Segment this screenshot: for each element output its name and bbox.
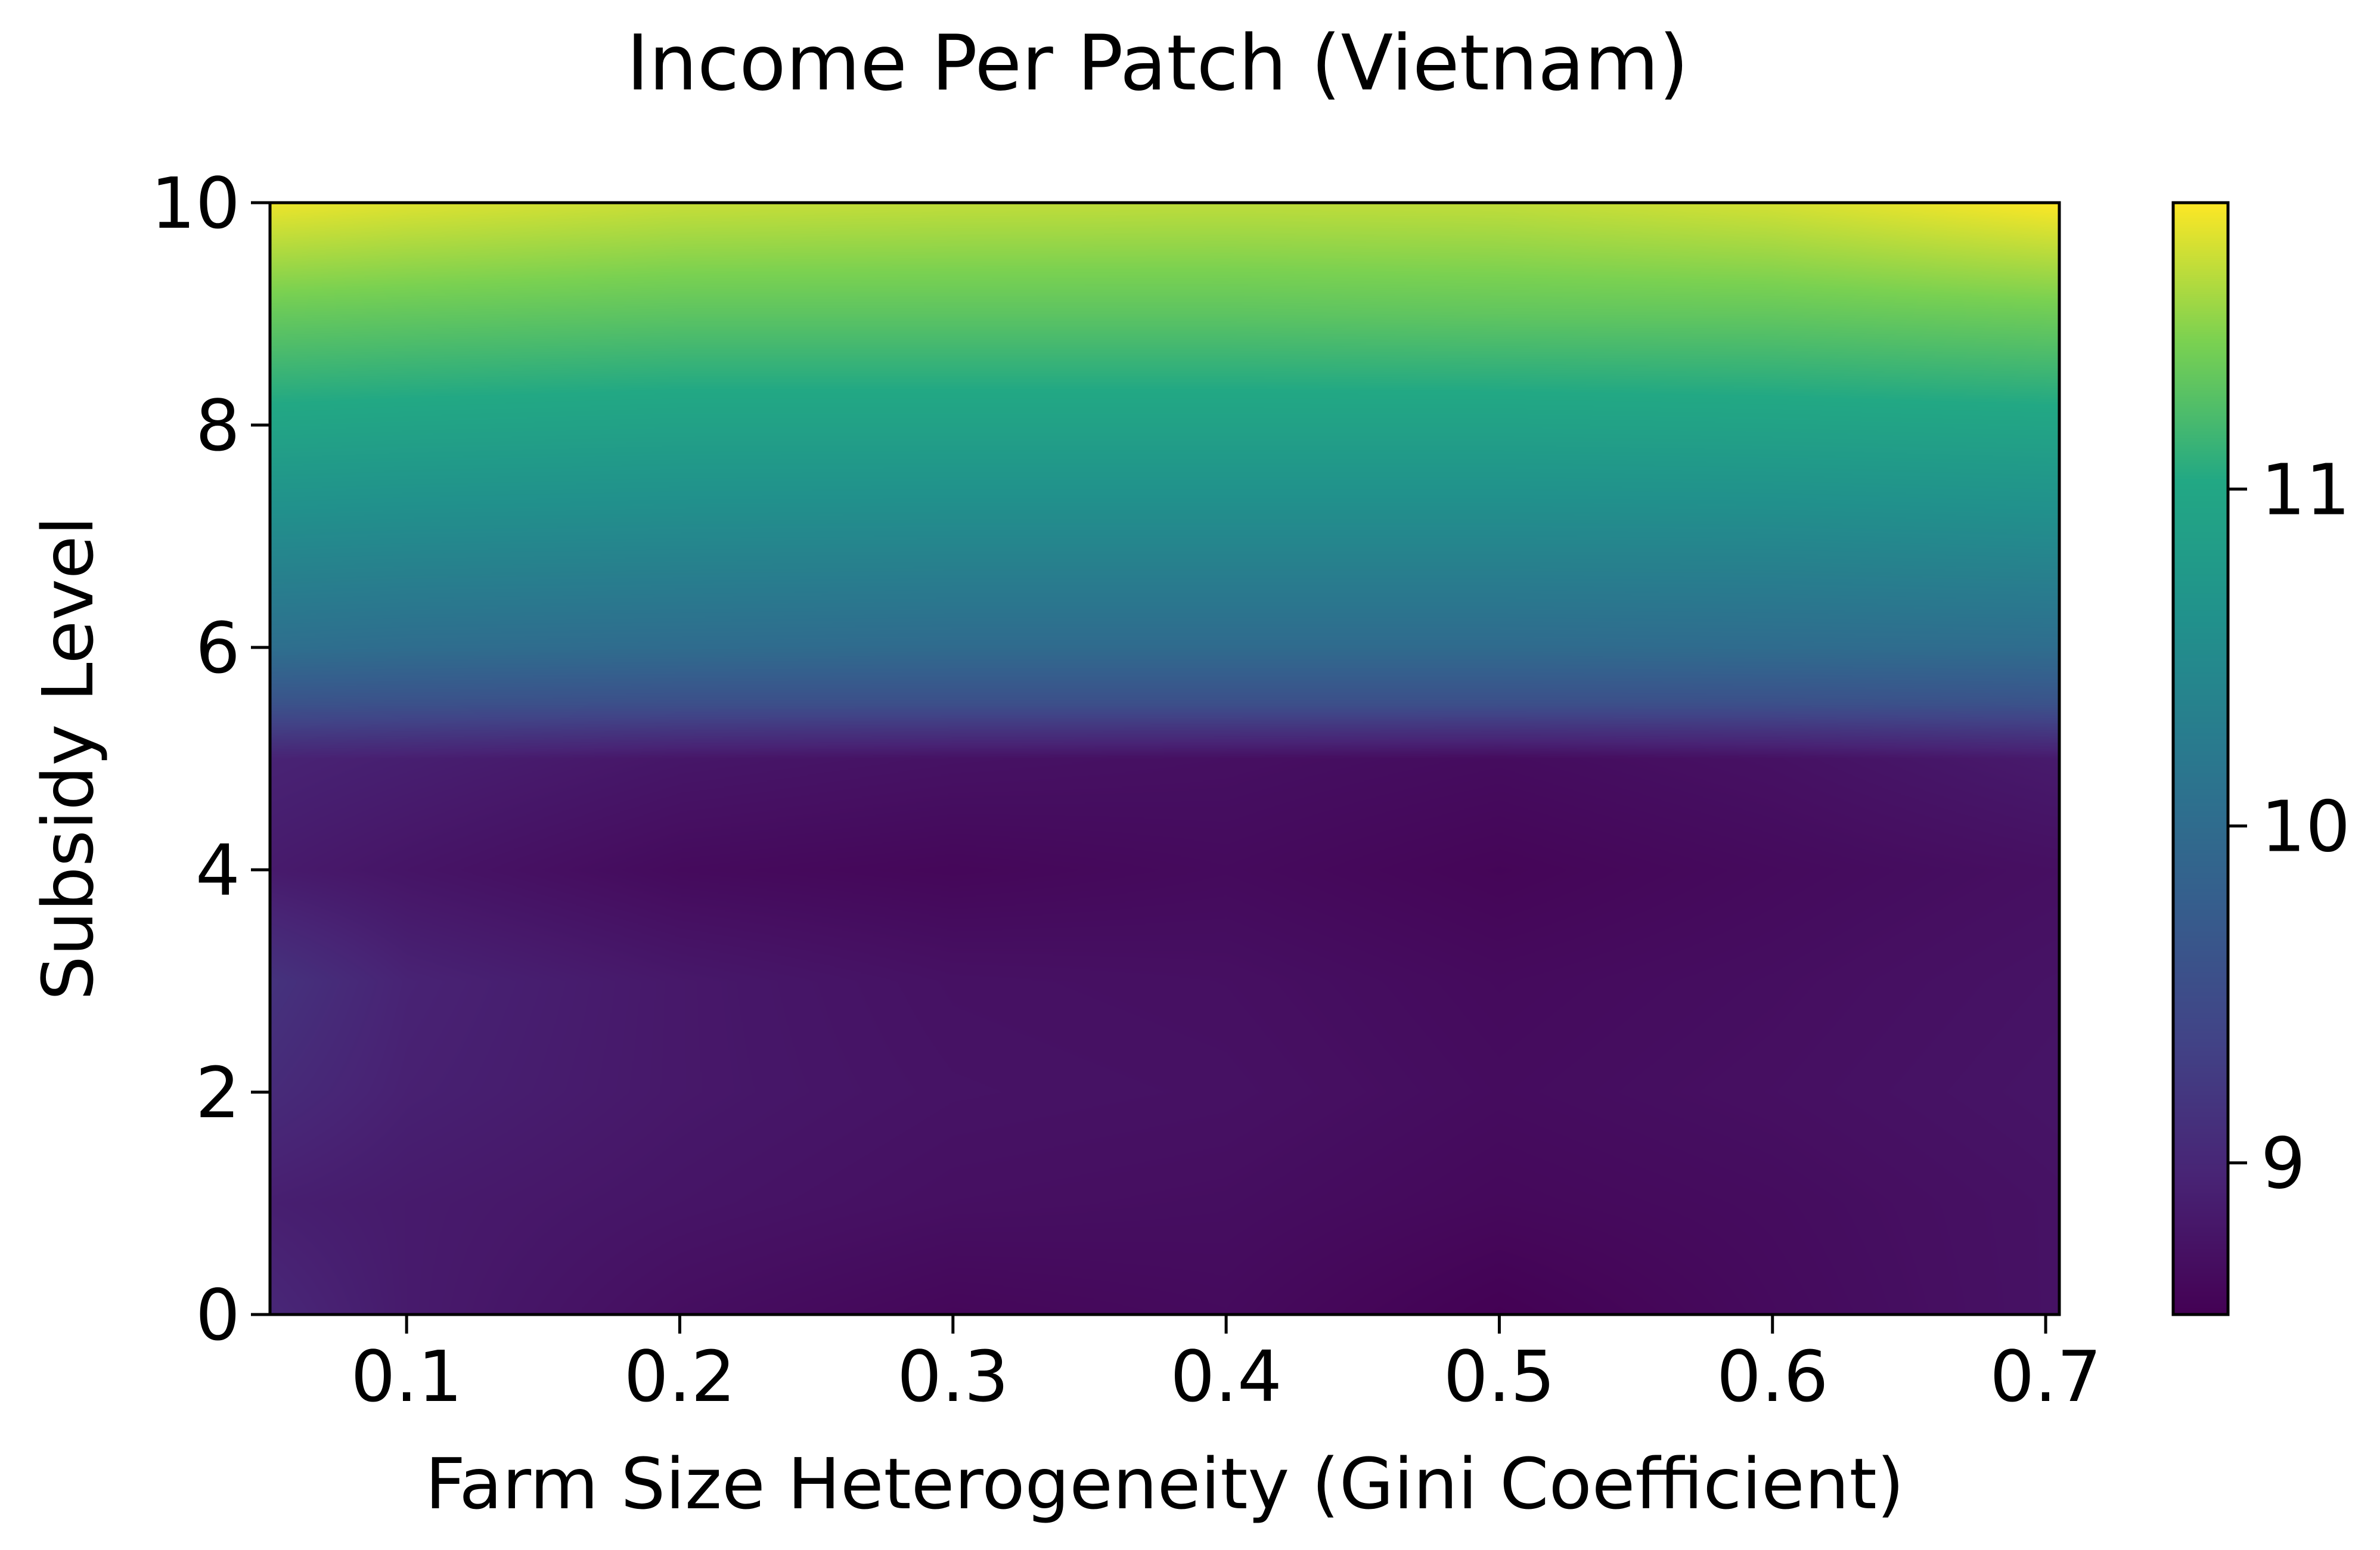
plot-frame [268,201,2061,1316]
x-axis-label: Farm Size Heterogeneity (Gini Coefficien… [425,1443,1904,1525]
x-tick-label: 0.7 [1990,1335,2102,1418]
x-tick-label: 0.1 [350,1335,463,1418]
colorbar-frame [2171,201,2230,1316]
y-tick-label: 0 [196,1274,240,1356]
x-tick-label: 0.4 [1170,1335,1282,1418]
y-axis-label: Subsidy Level [27,516,109,1001]
y-tick-label: 8 [196,385,240,467]
heatmap-field [270,203,2059,1315]
heatmap-field-container [270,203,2059,1315]
x-tick-label: 0.5 [1444,1335,1556,1418]
x-tick-label: 0.3 [897,1335,1009,1418]
y-tick-label: 2 [196,1052,240,1134]
colorbar-axis: 9 10 11 [2228,448,2350,1205]
colorbar-tick-label: 11 [2261,448,2350,531]
y-axis: 0 2 4 6 8 10 [151,162,270,1356]
colorbar: 9 10 11 [2171,201,2350,1316]
y-tick-label: 10 [151,162,240,244]
plot-area [268,201,2061,1316]
colorbar-tick-label: 9 [2261,1123,2305,1205]
x-tick-label: 0.2 [624,1335,736,1418]
y-tick-label: 4 [196,829,240,912]
chart-title: Income Per Patch (Vietnam) [626,19,1689,108]
colorbar-gradient-container [2173,203,2228,1315]
colorbar-tick-label: 10 [2261,786,2350,868]
x-axis: 0.1 0.2 0.3 0.4 0.5 0.6 0.7 [350,1315,2102,1418]
x-tick-label: 0.6 [1717,1335,1829,1418]
colorbar-gradient [2173,203,2228,1315]
y-tick-label: 6 [196,607,240,689]
